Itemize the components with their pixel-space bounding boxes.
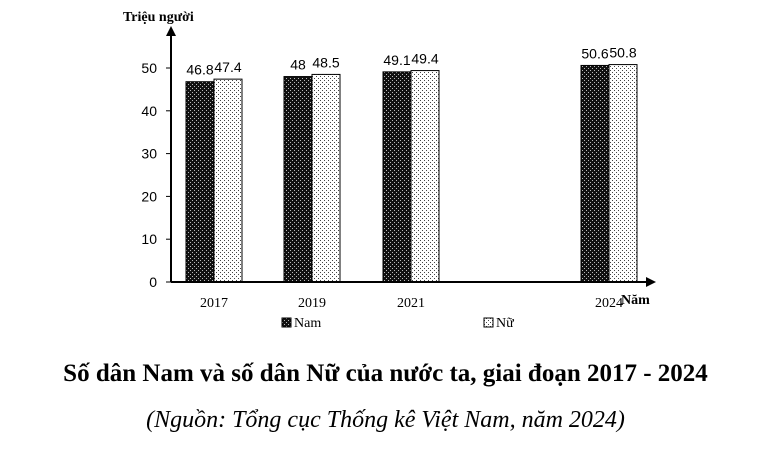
y-tick-label-20: 20 (141, 188, 157, 204)
x-tick-label-2021: 2021 (397, 296, 425, 311)
y-tick-label-0: 0 (149, 274, 157, 290)
bar-nam-2021 (382, 71, 412, 283)
y-axis-title: Triệu người (123, 10, 194, 25)
y-tick-label-30: 30 (141, 146, 157, 162)
y-tick-label-50: 50 (141, 60, 157, 76)
data-label-nu-2017: 47.4 (214, 59, 241, 75)
bar-nu-2021 (410, 70, 440, 283)
data-label-nu-2024: 50.8 (609, 45, 636, 61)
bar-nu-2017 (213, 78, 243, 283)
legend-swatch-nam (281, 317, 292, 328)
x-tick-label-2024: 2024 (595, 296, 623, 311)
data-label-nu-2019: 48.5 (312, 54, 339, 70)
legend-label-nam: Nam (294, 316, 321, 331)
data-label-nu-2021: 49.4 (411, 51, 438, 67)
bar-nam-2024 (580, 64, 610, 283)
x-tick-label-2017: 2017 (200, 296, 228, 311)
chart-caption-source: (Nguồn: Tổng cục Thống kê Việt Nam, năm … (146, 407, 625, 433)
y-axis-arrow (166, 26, 176, 36)
data-label-nam-2019: 48 (290, 57, 306, 73)
legend-label-nu: Nữ (496, 316, 514, 331)
x-tick-label-2019: 2019 (298, 296, 326, 311)
bar-nam-2017 (185, 81, 215, 283)
bar-chart: 2017 2019 2021 2024 0 10 20 30 40 50 Triệu người Nă… (123, 10, 656, 331)
data-label-nam-2017: 46.8 (186, 62, 213, 78)
data-label-nam-2024: 50.6 (581, 45, 608, 61)
x-axis-title: Năm (621, 293, 650, 308)
bar-nu-2024 (608, 64, 638, 283)
bar-nam-2019 (283, 76, 313, 283)
y-tick-label-40: 40 (141, 103, 157, 119)
bar-nu-2019 (311, 73, 341, 283)
chart-caption-title: Số dân Nam và số dân Nữ của nước ta, gia… (63, 360, 708, 387)
legend-swatch-nu (483, 317, 494, 328)
y-tick-label-10: 10 (141, 231, 157, 247)
data-label-nam-2021: 49.1 (383, 52, 410, 68)
x-axis-arrow (646, 277, 656, 287)
